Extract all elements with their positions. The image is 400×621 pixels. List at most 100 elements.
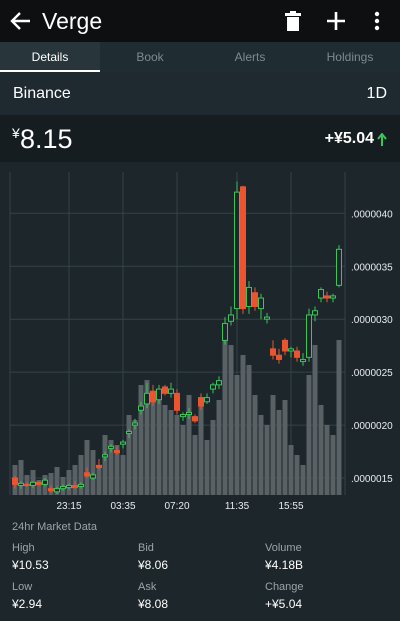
candle-body [306,314,312,358]
volume-bar [78,455,84,495]
candle-body [132,422,138,426]
volume-bar [168,410,174,495]
price-row: ¥ 8.15 +¥5.04 [0,115,400,162]
volume-bar [240,355,246,495]
candle-body [264,316,270,320]
volume-bar [294,455,300,495]
candle-body [108,445,114,449]
back-button[interactable] [10,11,32,31]
volume-bar [102,435,108,495]
menu-button[interactable] [374,11,380,31]
volume-bar [252,395,258,495]
candle-body [120,441,126,445]
candle-body [138,405,144,411]
stat-value: ¥8.06 [138,558,169,572]
volume-bar [192,435,198,495]
candle-body [174,392,180,411]
y-tick-label: .0000030 [351,315,393,326]
stat-label: Volume [265,542,302,554]
volume-bar [210,420,216,495]
volume-bar [36,480,42,495]
volume-bar [180,425,186,495]
add-button[interactable] [326,11,346,31]
candle-body [252,292,258,307]
candle-body [258,297,264,310]
candle-body [216,380,222,386]
volume-bar [96,465,102,495]
interval[interactable]: 1D [366,85,387,102]
candle-body [18,482,24,486]
delete-button[interactable] [285,11,301,31]
x-tick-label: 07:20 [164,501,189,512]
volume-bar [276,410,282,495]
volume-bar [174,415,180,495]
candle-body [246,286,252,307]
up-arrow [377,133,387,146]
candle-body [24,483,30,486]
volume-bar [66,470,72,495]
y-tick-label: .0000015 [351,474,393,485]
tab[interactable]: Book [136,50,164,64]
candle-body [240,186,246,310]
candle-body [234,191,240,310]
candle-body [12,477,18,485]
volume-bar [108,440,114,495]
candle-body [42,479,48,485]
volume-bar [228,345,234,495]
volume-bar [114,445,120,495]
volume-bar [306,375,312,495]
candle-body [312,310,318,316]
tab[interactable]: Holdings [326,50,374,64]
volume-bar [246,365,252,495]
candle-body [294,350,300,358]
tab[interactable]: Details [0,42,100,72]
candle-body [126,430,132,435]
stat-label: Ask [138,581,157,593]
candle-body [204,397,210,403]
exchange-row: Binance 1D [0,72,400,115]
candle-body [150,390,156,403]
candle-body [300,358,306,363]
candle-body [78,483,84,488]
stat-label: Low [12,581,33,593]
candle-body [168,388,174,394]
section-title: 24hr Market Data [12,521,97,533]
volume-bar [186,395,192,495]
candle-body [54,488,60,493]
tab[interactable]: Alerts [234,50,266,64]
volume-bar [300,465,306,495]
candle-body [72,484,78,489]
volume-bar [330,435,336,495]
tab-bar: Details Book Alerts Holdings [0,42,400,72]
exchange-name[interactable]: Binance [13,85,71,102]
volume-bar [204,440,210,495]
y-tick-label: .0000040 [351,209,393,220]
price-chart: .0000015 .0000020 .0000025 .0000030 .0000035… [9,172,393,512]
candle-body [210,384,216,390]
candle-body [288,348,294,352]
stat-value: ¥4.18B [265,558,304,572]
volume-bar [216,400,222,495]
candle-body [228,314,234,322]
volume-bar [270,395,276,495]
price: 8.15 [20,124,73,154]
volume-bar [138,385,144,495]
candle-body [330,295,336,299]
volume-bar [132,420,138,495]
candle-body [144,392,150,405]
volume-bar [48,473,54,495]
candle-body [162,386,168,394]
candle-body [48,488,54,492]
stat-value: ¥10.53 [12,558,49,572]
candle-body [282,339,288,352]
y-tick-label: .0000035 [351,262,393,273]
volume-bar [126,415,132,495]
volume-bar [336,340,342,495]
stat-label: Change [265,581,304,593]
candle-body [198,397,204,407]
candle-body [60,486,66,490]
volume-bar [90,450,96,495]
volume-bar [222,325,228,495]
price-change: +¥5.04 [324,130,374,147]
